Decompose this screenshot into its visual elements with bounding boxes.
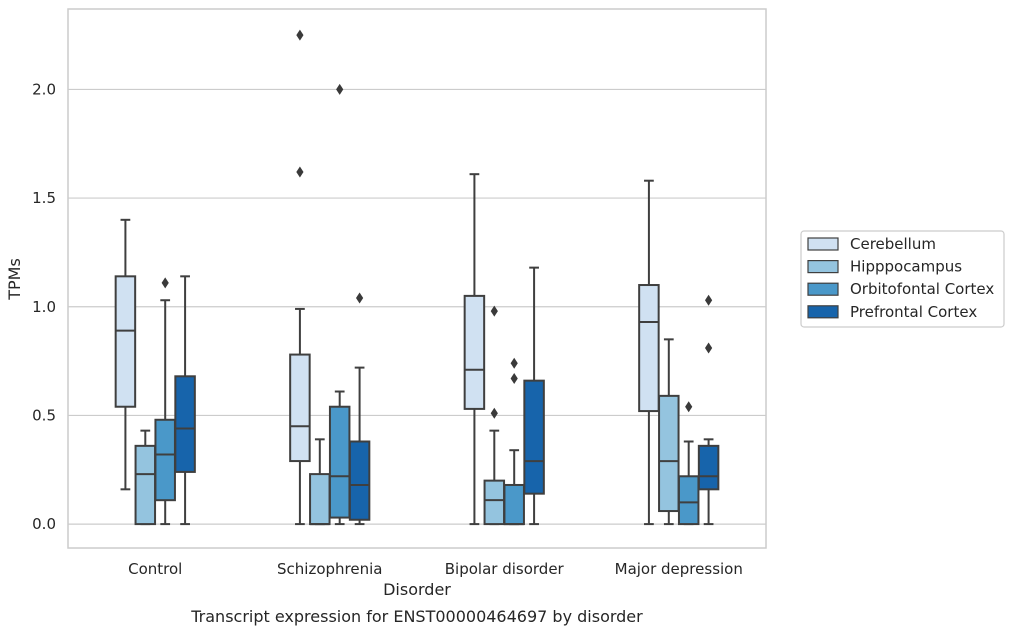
y-tick-label: 1.0: [32, 298, 56, 316]
box: [483, 305, 506, 526]
legend-swatch: [807, 305, 839, 319]
box-body: [134, 444, 157, 526]
y-tick-label: 0.5: [32, 406, 56, 424]
outlier-point: [296, 166, 304, 178]
x-tick-label: Bipolar disorder: [445, 560, 565, 578]
y-axis-label: TPMs: [5, 258, 24, 301]
legend-label: Orbitofontal Cortex: [850, 280, 994, 298]
outlier-point: [490, 407, 498, 419]
box: [114, 218, 137, 491]
box: [638, 179, 660, 526]
plot-frame: [67, 8, 767, 549]
outlier-point: [336, 83, 344, 95]
legend-swatch: [807, 237, 839, 251]
outlier-point: [161, 277, 169, 289]
y-tick-label: 1.5: [32, 189, 56, 207]
legend-label: Cerebellum: [850, 235, 936, 253]
box: [348, 292, 371, 526]
x-axis-label: Disorder: [383, 580, 451, 599]
box-body: [348, 440, 371, 521]
outlier-point: [296, 29, 304, 41]
box: [463, 173, 486, 526]
chart-caption: Transcript expression for ENST0000046469…: [190, 607, 643, 626]
y-tick-labels: 0.0 0.5 1.0 1.5 2.0: [32, 80, 56, 533]
outlier-point: [490, 305, 498, 317]
box: [503, 357, 525, 526]
legend-swatch: [807, 260, 839, 274]
box-body: [328, 405, 351, 519]
x-tick-label: Schizophrenia: [277, 560, 382, 578]
box-body: [658, 394, 680, 513]
box: [289, 29, 311, 526]
box-body: [503, 483, 525, 526]
x-tick-label: Major depression: [615, 560, 743, 578]
box-body: [154, 418, 176, 502]
x-tick-label: Control: [128, 560, 182, 578]
outlier-point: [510, 357, 518, 369]
legend-frame: [800, 230, 1005, 328]
box-body: [463, 294, 486, 410]
outlier-point: [704, 294, 713, 306]
box: [328, 83, 351, 526]
box-body: [309, 473, 331, 526]
legend-label: Prefrontal Cortex: [850, 303, 977, 321]
box: [697, 294, 720, 526]
y-tick-label: 2.0: [32, 80, 56, 98]
box: [134, 429, 157, 526]
x-tick-labels: Control Schizophrenia Bipolar disorder Majo…: [128, 560, 743, 578]
box: [309, 438, 331, 526]
plot-border: [67, 8, 767, 549]
outlier-point: [355, 292, 364, 304]
box: [658, 338, 680, 526]
box-series: [114, 29, 720, 526]
box-body: [289, 353, 311, 463]
box-body: [174, 375, 196, 473]
box: [174, 275, 196, 526]
box-body: [483, 479, 506, 526]
legend: Cerebellum Hipppocampus Orbitofontal Corte…: [800, 230, 1005, 328]
box-body: [114, 275, 137, 408]
box-body: [638, 284, 660, 413]
box-body: [677, 475, 700, 526]
box: [523, 266, 545, 526]
box-body: [697, 444, 720, 491]
box-body: [523, 379, 545, 495]
box: [154, 277, 176, 526]
box: [677, 401, 700, 526]
legend-swatch: [807, 282, 839, 296]
outlier-point: [704, 342, 713, 354]
outlier-point: [685, 401, 693, 413]
legend-label: Hipppocampus: [850, 258, 962, 276]
outlier-point: [510, 372, 518, 384]
y-tick-label: 0.0: [32, 515, 56, 533]
